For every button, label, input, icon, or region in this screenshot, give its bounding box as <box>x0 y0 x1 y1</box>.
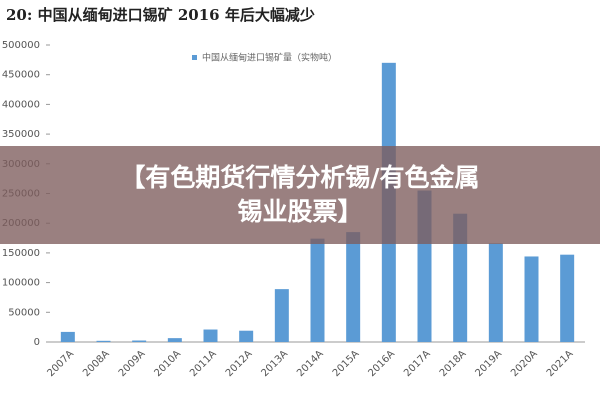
x-tick-label: 2011A <box>188 348 219 379</box>
x-tick-label: 2013A <box>259 348 290 379</box>
bar <box>346 232 361 342</box>
x-tick-label: 2007A <box>45 348 76 379</box>
bar <box>453 213 468 342</box>
x-tick-label: 2014A <box>295 348 326 379</box>
bar <box>96 340 111 342</box>
bar <box>310 238 325 342</box>
x-tick-label: 2008A <box>81 348 112 379</box>
x-tick-label: 2009A <box>117 348 148 379</box>
y-tick-label: 50000 <box>8 307 40 318</box>
x-tick-label: 2010A <box>152 348 183 379</box>
x-tick-label: 2018A <box>438 348 469 379</box>
legend-label: 中国从缅甸进口锡矿量（实物吨） <box>202 52 337 64</box>
bar <box>524 256 539 342</box>
bar <box>239 330 254 342</box>
y-tick-label: 100000 <box>2 278 40 289</box>
y-tick-label: 400000 <box>2 99 40 110</box>
y-tick-label: 350000 <box>2 129 40 140</box>
x-tick-label: 2017A <box>402 348 433 379</box>
y-tick-label: 150000 <box>2 248 40 259</box>
x-tick-label: 2021A <box>545 348 576 379</box>
bar <box>60 331 75 342</box>
bar <box>274 289 289 342</box>
bar <box>167 338 182 342</box>
x-tick-label: 2016A <box>366 348 397 379</box>
bar <box>203 329 218 342</box>
y-tick-label: 450000 <box>2 70 40 81</box>
x-tick-label: 2020A <box>509 348 540 379</box>
x-tick-label: 2019A <box>473 348 504 379</box>
bar <box>488 243 503 342</box>
y-tick-label: 0 <box>34 337 40 348</box>
bar <box>560 254 575 342</box>
overlay-banner: 【有色期货行情分析锡/有色金属 锡业股票】 <box>0 146 600 244</box>
banner-line: 【有色期货行情分析锡/有色金属 <box>120 163 480 192</box>
y-tick-label: 500000 <box>2 40 40 51</box>
banner-line: 锡业股票】 <box>237 197 363 226</box>
bar <box>132 340 147 342</box>
x-tick-label: 2012A <box>224 348 255 379</box>
chart-title: 20: 中国从缅甸进口锡矿 2016 年后大幅减少 <box>6 6 315 24</box>
x-tick-label: 2015A <box>331 348 362 379</box>
legend-swatch <box>192 55 197 60</box>
